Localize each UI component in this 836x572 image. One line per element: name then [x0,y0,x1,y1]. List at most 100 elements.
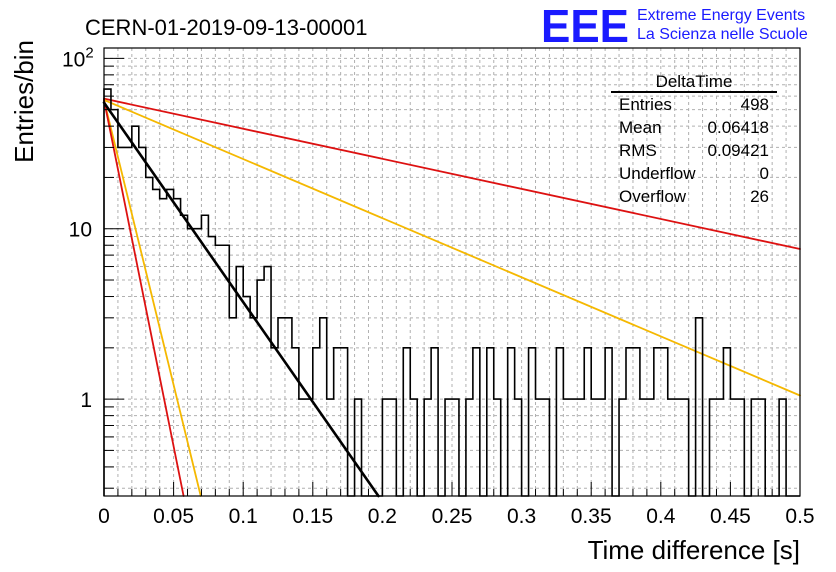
histogram-bin [536,399,543,496]
histogram-bin [640,399,647,496]
eee-logo: EEE [541,0,629,52]
histogram-bin [556,348,563,496]
x-tick-label: 0 [98,505,110,528]
histogram-bin [758,399,765,496]
fit-line [102,101,380,498]
histogram-bin [181,215,188,496]
x-tick-label: 0.2 [368,505,397,528]
histogram-bin [563,399,570,496]
stats-label-overflow: Overflow [619,187,687,206]
histogram-bin [208,237,215,496]
band-inner-line [103,99,202,497]
stats-label-mean: Mean [619,118,662,137]
tick-labels: 0 0.05 0.1 0.15 0.2 0.25 0.3 0.35 0.4 0.45 0.5 1 10 1… [62,44,815,528]
x-tick-label: 0.4 [646,505,676,528]
x-axis-title: Time difference [s] [588,535,800,565]
histogram-bin [591,399,598,496]
histogram-bin [424,399,431,496]
histogram-bin [292,348,299,496]
histogram-bin [382,399,389,496]
histogram-bin [431,348,438,496]
histogram-bin [529,348,536,496]
histogram-bin [633,348,640,496]
y-axis-title: Entries/bin [9,40,39,163]
histogram-bin [508,348,515,496]
histogram-bin [730,399,737,496]
histogram-bin [487,348,494,496]
stats-title: DeltaTime [656,72,733,91]
histogram-bin [278,318,285,496]
histogram-bin [494,399,501,496]
histogram-bin [306,399,313,496]
histogram-bin [313,348,320,496]
histogram-bin [132,126,139,496]
x-tick-label: 0.15 [292,505,333,528]
histogram-bin [515,399,522,496]
histogram-bin [327,399,334,496]
stats-value-entries: 498 [741,95,769,114]
y-tick-label: 102 [62,44,94,71]
axis-ticks [103,57,801,496]
eee-logo-line1: Extreme Energy Events [637,7,805,24]
histogram-bin [542,399,549,496]
x-tick-label: 0.25 [432,505,473,528]
histogram-bin [675,399,682,496]
x-tick-label: 0.1 [229,505,258,528]
confidence-bands [103,97,801,497]
histogram-bin [598,399,605,496]
histogram-bin [139,147,146,496]
histogram-bin [299,399,306,496]
stats-label-entries: Entries [619,95,672,114]
band-outer-line [103,97,801,250]
histogram-bin [668,399,675,496]
histogram-bin [320,318,327,496]
histogram-bin [682,399,689,496]
histogram-bin [605,348,612,496]
band-outer-line [103,99,185,497]
histogram-bin [751,399,758,496]
histogram-bin [654,348,661,496]
histogram-bin [167,189,174,496]
x-tick-label: 0.35 [571,505,612,528]
chart-title: CERN-01-2019-09-13-00001 [85,15,368,40]
histogram-bin [257,280,264,496]
histogram-bin [125,147,132,496]
histogram-bin [570,399,577,496]
histogram-bin [473,348,480,496]
histogram-bin [779,399,786,496]
histogram-bin [215,245,222,496]
histogram-bin [201,215,208,496]
histogram-bin [584,348,591,496]
histogram-bin [146,177,153,496]
histogram-bin [723,348,730,496]
stats-value-mean: 0.06418 [708,118,769,137]
histogram-bin [153,189,160,496]
histogram-bin [710,399,717,496]
histogram-bin [174,199,181,496]
histogram-bin [452,399,459,496]
histogram-bin [104,89,111,496]
band-inner-line [103,99,801,397]
histogram-bin [188,229,195,496]
x-tick-label: 0.3 [507,505,536,528]
histogram-bin [626,348,633,496]
histogram-bin [647,399,654,496]
histogram-bin [334,348,341,496]
histogram-bin [619,399,626,496]
histogram-bin [160,199,167,496]
histogram-bin [243,297,250,496]
stats-value-rms: 0.09421 [708,141,769,160]
histogram-bin [716,399,723,496]
histogram-bin [341,348,348,496]
histogram-bin [403,348,410,496]
x-tick-label: 0.05 [153,505,194,528]
x-tick-label: 0.5 [785,505,814,528]
histogram-bin [111,110,118,496]
histogram-bin [355,399,362,496]
histogram-bin [696,318,703,496]
histogram-bin [445,399,452,496]
eee-logo-line2: La Scienza nelle Scuole [637,26,808,43]
histogram-bin [194,229,201,496]
histogram-bin [229,318,236,496]
x-tick-label: 0.45 [710,505,751,528]
